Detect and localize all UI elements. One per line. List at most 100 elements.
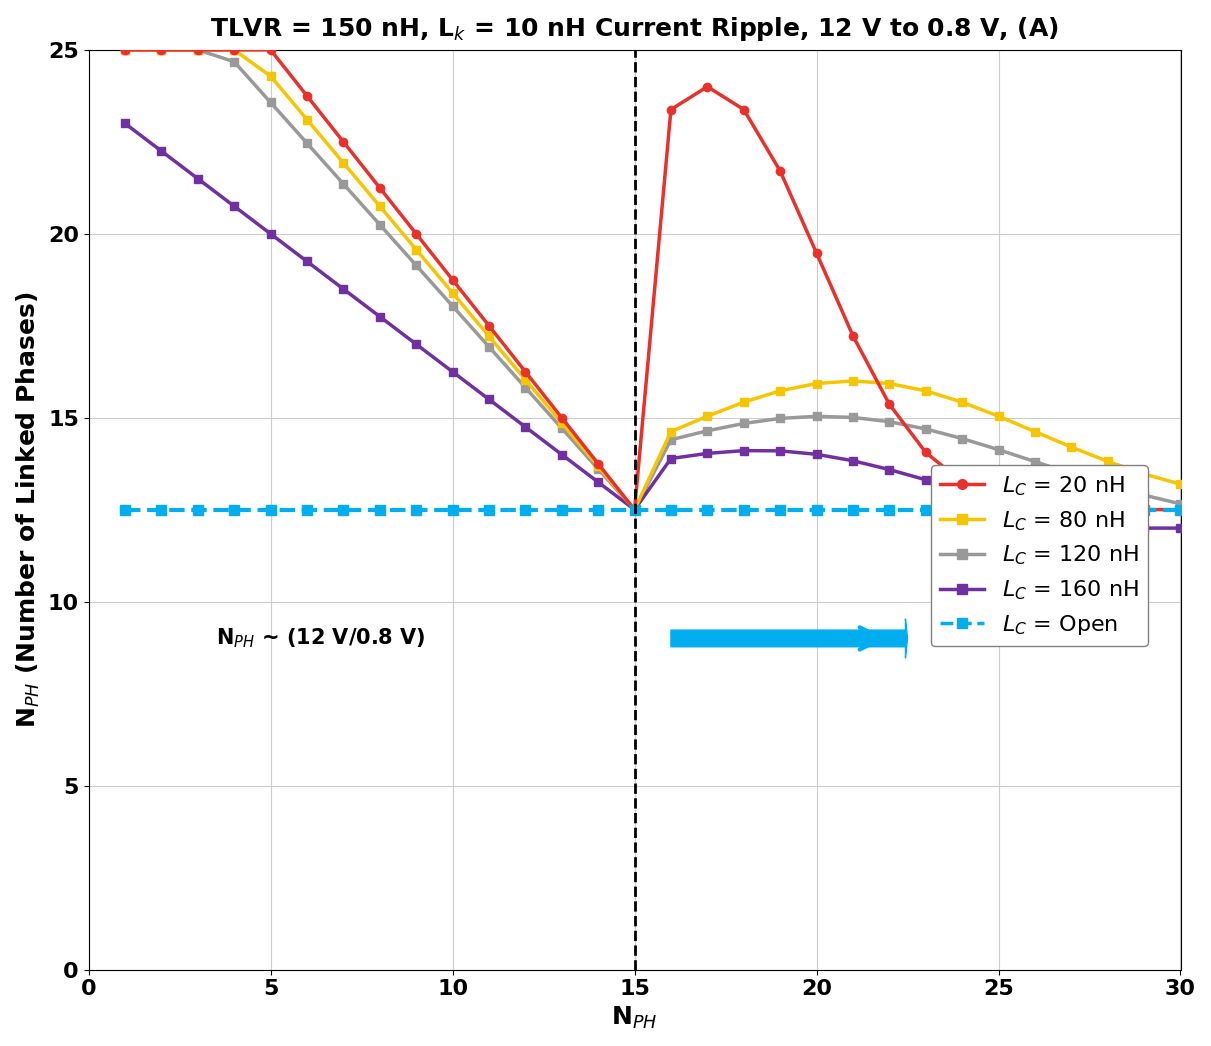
$L_C$ = Open [627,503,642,516]
$L_C$ = 120 nH [1137,488,1152,501]
$L_C$ = 120 nH [518,381,533,393]
$L_C$ = 80 nH [409,244,424,256]
$L_C$ = 160 nH [809,448,823,460]
$L_C$ = Open [845,503,860,516]
$L_C$ = 160 nH [226,200,241,212]
$L_C$ = 80 nH [1173,478,1188,491]
$L_C$ = 120 nH [446,300,460,313]
$L_C$ = 20 nH [700,81,714,93]
$L_C$ = 160 nH [992,495,1006,507]
$L_C$ = 80 nH [882,378,896,390]
$L_C$ = 120 nH [664,433,678,446]
$L_C$ = 20 nH [664,104,678,116]
$L_C$ = 120 nH [226,55,241,68]
$L_C$ = Open [992,503,1006,516]
$L_C$ = Open [117,503,132,516]
Legend: $L_C$ = 20 nH, $L_C$ = 80 nH, $L_C$ = 120 nH, $L_C$ = 160 nH, $L_C$ = Open: $L_C$ = 20 nH, $L_C$ = 80 nH, $L_C$ = 12… [931,465,1148,646]
$L_C$ = Open [409,503,424,516]
$L_C$ = 20 nH [1101,503,1115,516]
$L_C$ = Open [664,503,678,516]
$L_C$ = 80 nH [373,200,388,212]
$L_C$ = 20 nH [773,164,787,177]
$L_C$ = 120 nH [190,44,205,56]
$L_C$ = 120 nH [555,422,569,434]
$L_C$ = 20 nH [954,476,969,488]
$L_C$ = 120 nH [1028,455,1043,468]
$L_C$ = Open [1028,503,1043,516]
$L_C$ = 20 nH [1064,502,1079,515]
$L_C$ = 80 nH [263,70,277,83]
$L_C$ = Open [482,503,497,516]
$L_C$ = Open [591,503,606,516]
$L_C$ = 20 nH [809,247,823,259]
$L_C$ = 120 nH [773,412,787,425]
$L_C$ = 20 nH [154,44,168,56]
$L_C$ = Open [773,503,787,516]
$L_C$ = 160 nH [299,255,314,268]
$L_C$ = 20 nH [337,136,351,149]
Line: $L_C$ = Open: $L_C$ = Open [120,505,1186,515]
$L_C$ = 160 nH [555,449,569,461]
$L_C$ = 120 nH [845,411,860,424]
$L_C$ = Open [226,503,241,516]
$L_C$ = 80 nH [117,44,132,56]
$L_C$ = 160 nH [482,393,497,406]
X-axis label: N$_{PH}$: N$_{PH}$ [612,1005,658,1031]
$L_C$ = Open [918,503,932,516]
$L_C$ = Open [446,503,460,516]
Y-axis label: N$_{PH}$ (Number of Linked Phases): N$_{PH}$ (Number of Linked Phases) [15,292,42,728]
$L_C$ = Open [518,503,533,516]
$L_C$ = 160 nH [409,338,424,350]
$L_C$ = 80 nH [482,329,497,342]
$L_C$ = 80 nH [1028,426,1043,438]
$L_C$ = 160 nH [627,503,642,516]
$L_C$ = Open [154,503,168,516]
$L_C$ = Open [1064,503,1079,516]
$L_C$ = 80 nH [190,44,205,56]
Line: $L_C$ = 120 nH: $L_C$ = 120 nH [121,46,1184,514]
$L_C$ = 80 nH [299,113,314,126]
$L_C$ = 160 nH [700,447,714,459]
$L_C$ = 80 nH [954,395,969,408]
$L_C$ = 120 nH [409,259,424,272]
$L_C$ = 160 nH [1064,511,1079,524]
$L_C$ = 120 nH [700,425,714,437]
$L_C$ = Open [882,503,896,516]
$L_C$ = Open [700,503,714,516]
$L_C$ = 160 nH [373,311,388,323]
$L_C$ = 20 nH [992,492,1006,504]
$L_C$ = 20 nH [299,90,314,103]
Title: TLVR = 150 nH, L$_k$ = 10 nH Current Ripple, 12 V to 0.8 V, (A): TLVR = 150 nH, L$_k$ = 10 nH Current Rip… [210,15,1060,43]
Text: N$_{PH}$ ~ (12 V/0.8 V): N$_{PH}$ ~ (12 V/0.8 V) [216,627,425,651]
$L_C$ = 120 nH [482,341,497,354]
$L_C$ = 20 nH [117,44,132,56]
$L_C$ = 120 nH [954,432,969,445]
$L_C$ = Open [555,503,569,516]
$L_C$ = 120 nH [736,417,751,430]
$L_C$ = 20 nH [555,411,569,424]
$L_C$ = 120 nH [117,44,132,56]
$L_C$ = 20 nH [918,447,932,459]
$L_C$ = 20 nH [1137,503,1152,516]
$L_C$ = Open [954,503,969,516]
$L_C$ = 80 nH [1101,455,1115,468]
$L_C$ = 20 nH [736,104,751,116]
$L_C$ = 20 nH [446,273,460,286]
$L_C$ = Open [373,503,388,516]
$L_C$ = 80 nH [446,287,460,299]
$L_C$ = 160 nH [154,144,168,157]
$L_C$ = 80 nH [1137,468,1152,480]
$L_C$ = Open [337,503,351,516]
$L_C$ = 160 nH [918,474,932,486]
$L_C$ = 160 nH [591,476,606,488]
$L_C$ = 160 nH [1028,504,1043,517]
$L_C$ = 120 nH [1101,479,1115,492]
$L_C$ = 160 nH [845,454,860,467]
Line: $L_C$ = 80 nH: $L_C$ = 80 nH [121,46,1184,514]
$L_C$ = Open [1173,503,1188,516]
$L_C$ = 160 nH [1137,522,1152,535]
$L_C$ = 20 nH [263,44,277,56]
$L_C$ = 20 nH [591,457,606,470]
$L_C$ = Open [190,503,205,516]
$L_C$ = 20 nH [409,228,424,241]
